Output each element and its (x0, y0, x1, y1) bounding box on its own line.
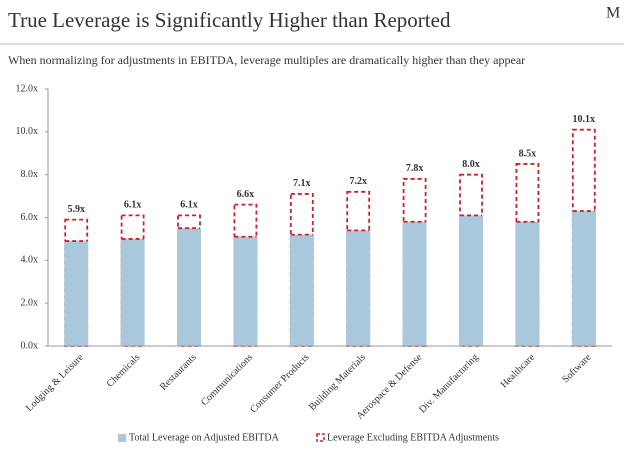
value-label: 8.5x (519, 148, 537, 159)
x-tick-label: Consumer Products (248, 352, 311, 415)
value-label: 8.0x (462, 159, 480, 170)
value-label: 6.1x (180, 200, 198, 211)
x-tick-label: Building Materials (307, 352, 368, 413)
value-label: 7.1x (293, 178, 311, 189)
x-tick-label: Lodging & Leisure (24, 352, 86, 414)
value-label: 5.9x (67, 204, 85, 215)
adjusted-bar (64, 241, 89, 346)
legend-label: Leverage Excluding EBITDA Adjustments (327, 432, 499, 443)
legend-swatch (118, 434, 126, 442)
x-tick-label: Software (560, 352, 594, 386)
adjusted-bar (402, 221, 427, 346)
x-tick-label: Restaurants (158, 352, 199, 393)
value-label: 7.8x (406, 163, 424, 174)
adjusted-bar (120, 238, 145, 346)
y-tick-label: 10.0x (16, 126, 39, 137)
corner-mark: M (606, 5, 620, 22)
adjusted-bar (346, 230, 371, 346)
adjusted-bar (177, 228, 201, 346)
y-tick-label: 8.0x (21, 169, 39, 180)
y-tick-label: 0.0x (21, 340, 39, 351)
y-tick-label: 4.0x (21, 255, 39, 266)
adjusted-bar (233, 236, 258, 346)
chart-title: True Leverage is Significantly Higher th… (8, 8, 451, 32)
y-tick-label: 2.0x (21, 297, 39, 308)
legend-label: Total Leverage on Adjusted EBITDA (129, 432, 280, 443)
unadjusted-bar (571, 128, 596, 347)
adjusted-bar (289, 234, 314, 346)
value-label: 10.1x (573, 114, 596, 125)
subtitle: When normalizing for adjustments in EBIT… (8, 53, 525, 67)
value-label: 6.1x (124, 200, 142, 211)
y-tick-label: 6.0x (21, 212, 39, 223)
adjusted-bar (459, 215, 483, 346)
x-tick-label: Div. Manufacturing (417, 352, 480, 415)
value-label: 7.2x (349, 176, 367, 187)
adjusted-bar (571, 211, 596, 346)
y-tick-label: 12.0x (16, 83, 39, 94)
x-tick-label: Communications (199, 352, 255, 408)
value-label: 6.6x (237, 189, 255, 200)
legend-swatch (316, 433, 325, 442)
x-tick-label: Chemicals (105, 352, 143, 390)
x-tick-label: Healthcare (499, 352, 538, 391)
adjusted-bar (515, 221, 540, 346)
